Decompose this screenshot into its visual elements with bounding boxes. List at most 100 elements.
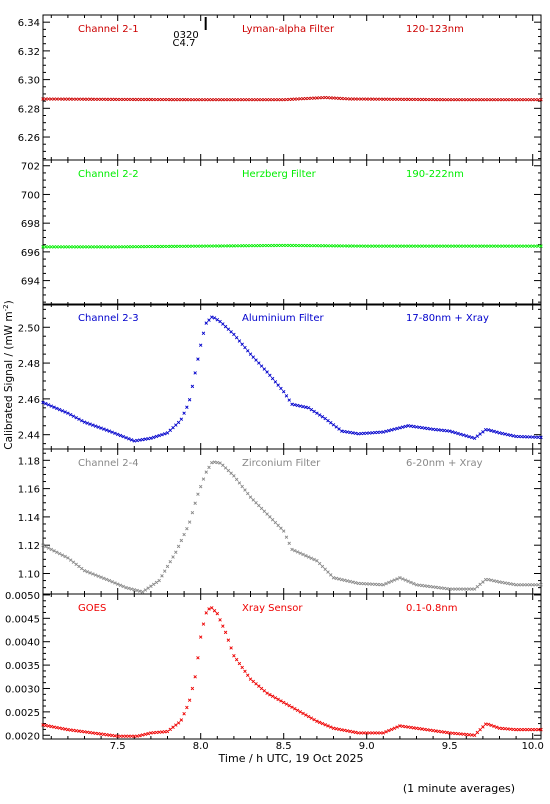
data-point	[138, 589, 142, 593]
data-point	[287, 541, 291, 546]
data-point	[60, 245, 65, 249]
data-point	[179, 244, 184, 249]
data-point	[461, 244, 466, 248]
data-point	[373, 582, 377, 587]
data-point	[378, 244, 383, 248]
data-point	[417, 425, 421, 430]
data-point	[115, 432, 120, 437]
data-point	[110, 580, 114, 584]
data-point	[107, 578, 112, 583]
data-point	[447, 429, 452, 433]
data-point	[472, 97, 477, 102]
panel-name-label: Channel 2-4	[78, 458, 139, 469]
data-point	[234, 335, 239, 340]
data-point	[414, 726, 419, 730]
data-point	[456, 731, 460, 736]
data-point	[163, 730, 167, 734]
data-point	[171, 555, 175, 559]
data-point	[367, 97, 372, 101]
data-point	[77, 97, 81, 101]
data-point	[317, 720, 322, 725]
data-point	[500, 580, 504, 585]
data-point	[243, 345, 247, 350]
panel-frame	[42, 593, 542, 740]
data-point	[221, 97, 225, 102]
data-point	[91, 245, 95, 249]
data-point	[121, 584, 125, 589]
data-point	[140, 590, 145, 594]
data-point	[522, 244, 527, 248]
data-point	[171, 97, 175, 102]
data-point	[447, 244, 452, 248]
data-point	[317, 96, 322, 100]
data-point	[135, 244, 139, 249]
data-point	[519, 727, 524, 732]
data-point	[121, 245, 125, 249]
data-point	[434, 97, 438, 102]
data-point	[517, 97, 521, 102]
data-point	[232, 474, 236, 478]
data-point	[201, 622, 206, 626]
data-point	[442, 586, 446, 591]
data-point	[49, 97, 54, 101]
series-markers	[41, 606, 543, 738]
data-point	[154, 244, 159, 249]
data-point	[168, 428, 172, 432]
data-point	[121, 434, 125, 439]
data-point	[464, 587, 469, 591]
data-point	[91, 423, 95, 427]
data-point	[326, 724, 330, 728]
data-point	[85, 570, 89, 574]
y-tick-label: 1.14	[18, 513, 40, 524]
data-point	[113, 97, 117, 102]
data-point	[447, 587, 452, 591]
data-point	[276, 383, 280, 387]
data-point	[445, 586, 449, 591]
data-point	[298, 97, 303, 101]
data-point	[251, 97, 255, 102]
data-point	[127, 97, 131, 102]
data-point	[530, 435, 535, 439]
data-point	[185, 405, 189, 409]
data-point	[226, 638, 231, 642]
data-point	[176, 721, 181, 725]
panel-band-label: 0.1-0.8nm	[406, 603, 458, 614]
data-point	[284, 243, 289, 248]
data-point	[132, 439, 137, 443]
data-point	[536, 435, 540, 439]
data-point	[185, 244, 189, 248]
data-point	[204, 244, 208, 248]
data-point	[528, 97, 532, 102]
data-point	[436, 428, 441, 432]
data-point	[268, 243, 272, 248]
data-point	[301, 96, 305, 101]
data-point	[210, 460, 214, 465]
data-point	[304, 405, 308, 409]
data-point	[41, 543, 45, 547]
data-point	[400, 425, 405, 429]
data-point	[240, 665, 244, 670]
data-point	[315, 243, 319, 248]
data-point	[82, 730, 87, 734]
data-point	[326, 570, 330, 574]
data-point	[400, 724, 405, 729]
data-point	[304, 96, 308, 101]
data-point	[486, 428, 491, 432]
data-point	[107, 733, 112, 737]
data-point	[193, 97, 197, 102]
data-point	[351, 244, 355, 248]
data-point	[356, 731, 361, 735]
data-point	[270, 243, 275, 248]
data-point	[486, 97, 491, 102]
panel-name-label: GOES	[78, 603, 106, 614]
data-point	[44, 723, 48, 728]
data-point	[470, 244, 474, 248]
y-tick-label: 2.48	[18, 359, 40, 370]
data-point	[262, 509, 267, 513]
x-axis-label: Time / h UTC, 19 Oct 2025	[218, 752, 364, 765]
data-point	[41, 723, 45, 727]
data-point	[392, 726, 397, 730]
data-point	[160, 97, 164, 102]
data-point	[478, 727, 482, 732]
panel-filter-label: Aluminium Filter	[242, 313, 325, 324]
